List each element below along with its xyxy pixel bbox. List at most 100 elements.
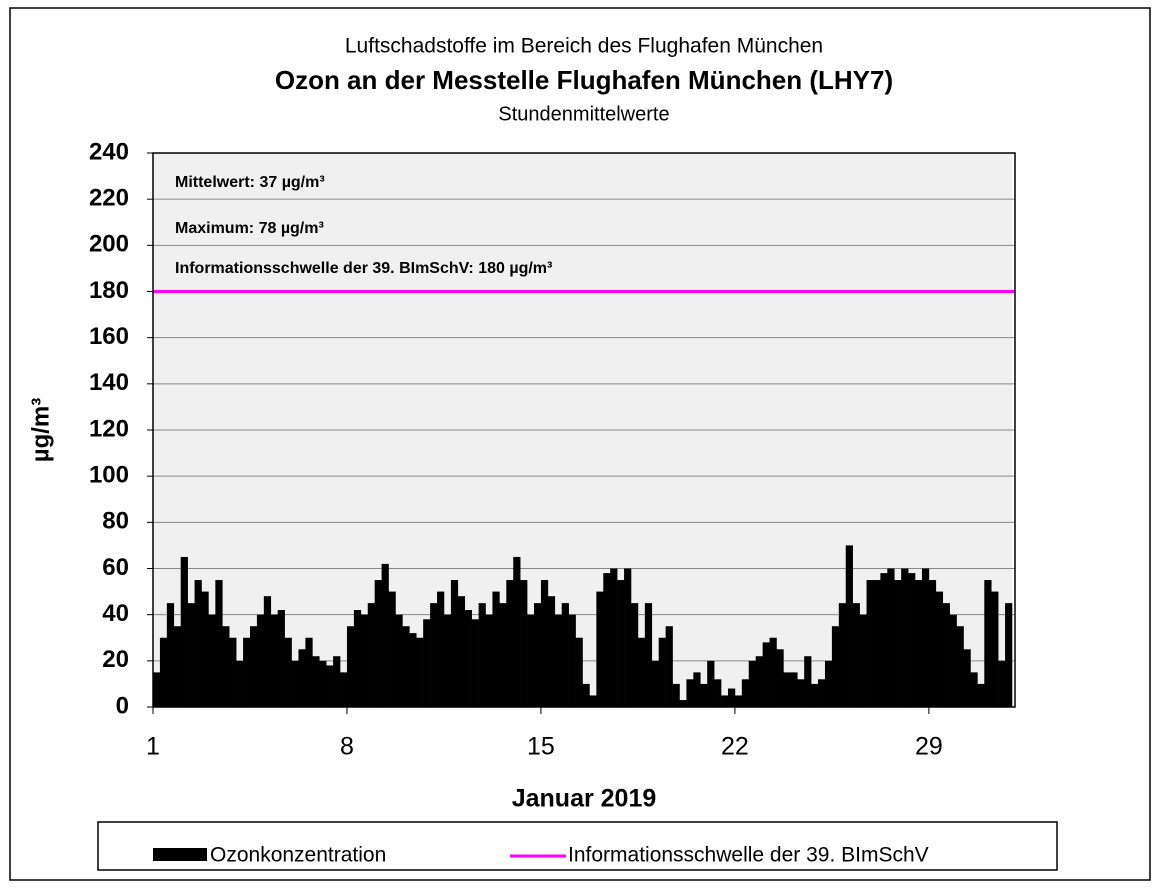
bar bbox=[367, 603, 375, 707]
bar bbox=[707, 660, 715, 707]
bar bbox=[984, 580, 992, 707]
bar bbox=[305, 637, 313, 707]
bar bbox=[921, 568, 930, 707]
bar bbox=[340, 672, 348, 707]
bar bbox=[270, 614, 278, 707]
bar bbox=[804, 656, 812, 707]
bar bbox=[790, 672, 798, 707]
bar bbox=[977, 683, 985, 707]
bar bbox=[173, 626, 182, 707]
y-tick-label: 220 bbox=[89, 185, 129, 212]
bar bbox=[721, 695, 729, 707]
bar bbox=[443, 614, 452, 707]
bar bbox=[762, 642, 770, 707]
y-axis-title: µg/m³ bbox=[27, 398, 54, 463]
bar bbox=[603, 573, 611, 707]
bar bbox=[333, 656, 341, 707]
y-tick-label: 0 bbox=[116, 692, 129, 719]
bar bbox=[700, 683, 708, 707]
bar bbox=[492, 591, 500, 707]
bar bbox=[374, 580, 382, 707]
annotation: Mittelwert: 37 µg/m³ bbox=[175, 174, 325, 191]
bar bbox=[880, 573, 888, 707]
bar bbox=[582, 683, 590, 707]
bar bbox=[624, 568, 632, 707]
bar bbox=[450, 580, 459, 707]
bar bbox=[471, 619, 479, 707]
bar bbox=[651, 660, 660, 707]
bar bbox=[665, 626, 673, 707]
subtitle: Stundenmittelwerte bbox=[498, 103, 669, 125]
bar bbox=[776, 649, 784, 707]
bar bbox=[755, 656, 763, 707]
y-tick-label: 40 bbox=[102, 600, 129, 627]
bar bbox=[658, 637, 666, 707]
chart-title: Ozon an der Messtelle Flughafen München … bbox=[275, 65, 893, 95]
bar bbox=[589, 695, 597, 707]
annotation: Informationsschwelle der 39. BImSchV: 18… bbox=[175, 260, 552, 277]
bar bbox=[180, 556, 188, 707]
bar bbox=[991, 591, 999, 707]
bar bbox=[402, 626, 410, 707]
bar bbox=[534, 603, 542, 707]
bar bbox=[894, 580, 902, 707]
bar bbox=[568, 614, 576, 707]
bar bbox=[464, 610, 472, 707]
bar bbox=[499, 603, 507, 707]
bar bbox=[457, 596, 466, 707]
bar bbox=[831, 626, 840, 707]
bar bbox=[797, 679, 805, 707]
bar bbox=[686, 679, 694, 707]
bar bbox=[263, 596, 272, 707]
bar bbox=[949, 614, 957, 707]
bar bbox=[243, 637, 251, 707]
bar bbox=[887, 568, 895, 707]
x-tick-label: 15 bbox=[527, 733, 555, 761]
bar bbox=[298, 649, 306, 707]
legend-swatch bbox=[153, 848, 207, 861]
bar bbox=[194, 580, 202, 707]
bar bbox=[527, 614, 535, 707]
legend bbox=[97, 821, 1058, 871]
bar bbox=[811, 683, 819, 707]
bar bbox=[915, 580, 923, 707]
bar bbox=[769, 637, 777, 707]
bar bbox=[610, 568, 618, 707]
bar bbox=[215, 580, 223, 707]
bar bbox=[284, 637, 292, 707]
x-tick-label: 29 bbox=[915, 733, 943, 761]
bar bbox=[409, 633, 417, 707]
bar bbox=[866, 580, 874, 707]
bar bbox=[824, 660, 833, 707]
bar bbox=[838, 603, 847, 707]
bar bbox=[201, 591, 209, 707]
bar bbox=[741, 679, 750, 707]
bar bbox=[229, 637, 237, 707]
bar bbox=[727, 688, 736, 707]
bar bbox=[679, 700, 687, 707]
y-tick-label: 160 bbox=[89, 323, 129, 350]
y-tick-label: 120 bbox=[89, 415, 129, 442]
y-tick-label: 140 bbox=[89, 369, 129, 396]
bar bbox=[693, 672, 701, 707]
bar bbox=[153, 672, 161, 707]
bar bbox=[346, 626, 355, 707]
y-tick-label: 60 bbox=[102, 554, 129, 581]
bar bbox=[852, 603, 860, 707]
y-tick-label: 200 bbox=[89, 231, 129, 258]
supertitle: Luftschadstoffe im Bereich des Flughafen… bbox=[345, 35, 823, 58]
bar bbox=[166, 603, 175, 707]
bar bbox=[630, 603, 639, 707]
bar bbox=[928, 580, 937, 707]
bar bbox=[159, 637, 168, 707]
bar bbox=[416, 637, 424, 707]
bar bbox=[208, 614, 216, 707]
bar bbox=[437, 591, 445, 707]
bar bbox=[485, 614, 493, 707]
bar bbox=[520, 580, 528, 707]
x-tick-label: 22 bbox=[721, 733, 749, 761]
bar bbox=[381, 563, 389, 707]
bar bbox=[998, 660, 1006, 707]
bar bbox=[360, 614, 369, 707]
bar bbox=[970, 672, 978, 707]
